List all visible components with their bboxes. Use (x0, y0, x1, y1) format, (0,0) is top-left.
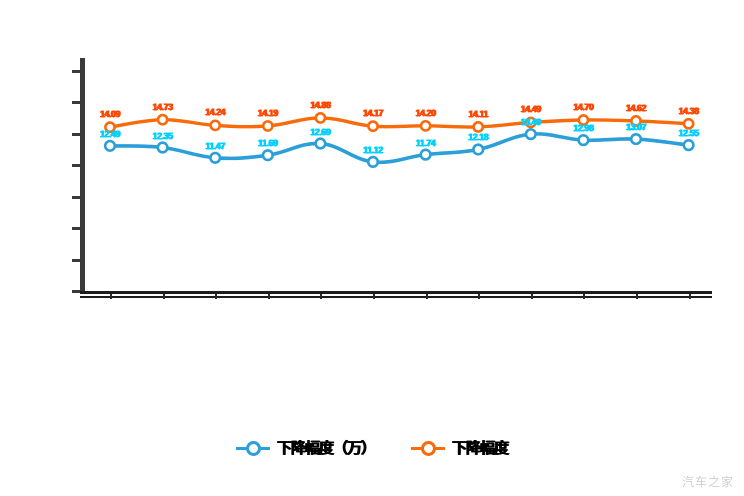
data-point-label: 11.69 (258, 138, 278, 149)
x-axis-tick (530, 294, 533, 299)
y-axis-tick (72, 227, 80, 231)
data-point-label: 14.38 (678, 105, 700, 116)
data-point-label: 11.47 (205, 140, 225, 151)
legend-item-blue[interactable]: 下降幅度（万） (235, 437, 376, 458)
data-point-marker (314, 112, 327, 124)
data-point-marker (419, 119, 432, 132)
data-point-marker (156, 141, 169, 154)
data-point-marker (261, 120, 274, 132)
series-line-orange (108, 116, 691, 129)
x-axis-tick (320, 294, 323, 299)
legend-marker-circle-icon (235, 439, 270, 457)
data-point-label: 12.69 (310, 126, 331, 137)
data-point-marker (472, 143, 485, 156)
x-axis-tick (215, 294, 218, 299)
series-markers-orange (104, 112, 695, 134)
data-point-marker (314, 137, 327, 150)
x-axis-tick (110, 294, 112, 299)
x-axis-tick (425, 294, 428, 299)
data-point-label: 14.24 (205, 107, 226, 118)
legend-item-label: 下降幅度（万） (276, 440, 376, 457)
y-axis-tick (72, 195, 80, 199)
data-point-marker (577, 134, 590, 147)
data-point-marker (366, 155, 380, 168)
data-point-label: 14.11 (468, 108, 488, 119)
data-point-label: 14.73 (152, 101, 174, 112)
x-axis-tick (267, 294, 270, 299)
data-point-marker (419, 148, 432, 161)
data-point-marker (156, 113, 169, 126)
data-point-label: 13.49 (520, 117, 542, 128)
data-point-label: 11.74 (415, 137, 436, 148)
data-point-marker (209, 119, 222, 132)
data-point-label: 14.19 (257, 107, 279, 118)
data-point-marker (682, 117, 695, 130)
data-point-label: 12.98 (573, 123, 594, 134)
y-axis (80, 58, 85, 294)
data-point-label: 14.88 (310, 99, 331, 110)
x-axis-tick (162, 294, 165, 299)
data-point-marker (629, 132, 643, 146)
x-axis-tick (583, 294, 586, 299)
y-axis-tick (72, 290, 80, 293)
y-axis-tick (72, 101, 80, 105)
y-axis-tick (72, 70, 80, 73)
legend-marker-circle-icon (411, 439, 445, 457)
data-point-label: 12.35 (152, 130, 174, 141)
x-axis (80, 291, 712, 294)
data-point-label: 14.09 (99, 109, 121, 120)
data-point-marker (682, 139, 695, 152)
data-point-marker (524, 128, 537, 141)
watermark: 汽车之家 (681, 475, 734, 489)
data-point-label: 11.12 (363, 144, 383, 155)
data-point-label: 14.17 (362, 108, 384, 119)
data-point-label: 14.62 (625, 102, 647, 113)
data-point-marker (367, 120, 379, 133)
data-point-marker (472, 121, 485, 133)
data-point-marker (261, 149, 274, 162)
data-point-marker (103, 139, 117, 152)
data-point-label: 14.49 (520, 104, 542, 115)
data-point-label: 12.49 (99, 128, 121, 139)
x-axis-tick (478, 294, 481, 299)
x-axis-baseline (80, 296, 712, 298)
data-point-label: 14.70 (573, 102, 594, 112)
series-line-blue (108, 132, 691, 165)
y-axis-tick (72, 132, 80, 136)
data-point-label: 12.18 (468, 132, 489, 143)
data-point-label: 12.55 (678, 128, 700, 139)
data-point-marker (209, 151, 222, 164)
y-axis-tick (72, 164, 80, 168)
y-axis-tick (72, 258, 80, 262)
legend-item-orange[interactable]: 下降幅度 (411, 437, 509, 458)
x-axis-tick (636, 294, 638, 299)
chart-legend: 下降幅度（万） 下降幅度 (0, 437, 744, 458)
x-axis-tick (688, 294, 691, 299)
legend-item-label: 下降幅度 (452, 440, 509, 457)
x-axis-tick (373, 294, 375, 299)
data-point-label: 13.07 (625, 122, 647, 133)
data-point-label: 14.20 (415, 107, 437, 118)
series-markers-blue (103, 128, 695, 168)
